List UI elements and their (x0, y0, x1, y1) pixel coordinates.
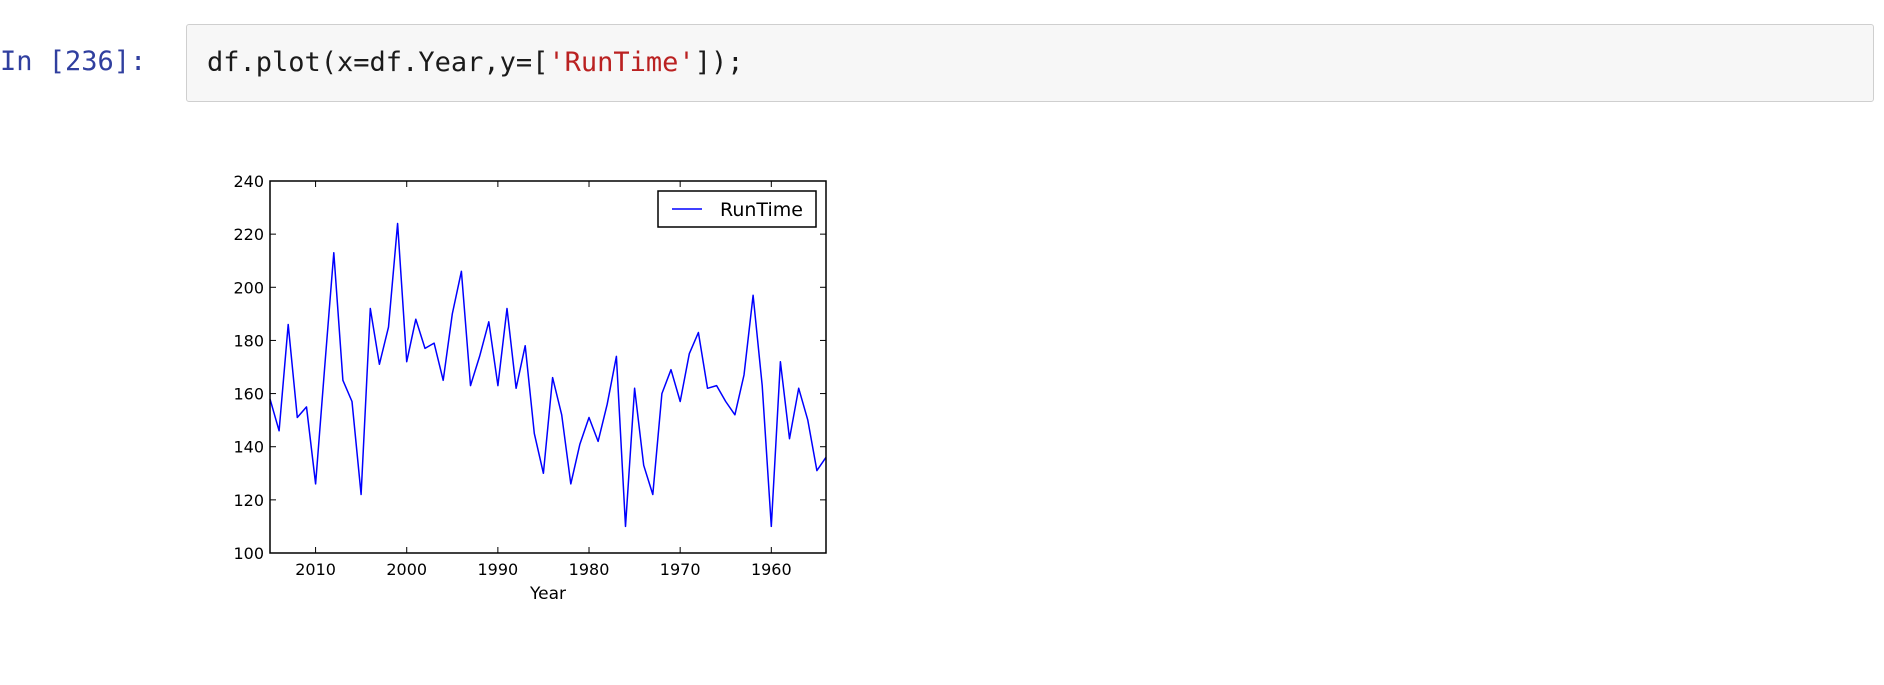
y-tick-label: 100 (233, 544, 264, 563)
code-cell-input[interactable]: df.plot(x=df.Year,y=['RunTime']); (186, 24, 1874, 102)
code-suffix: ]); (694, 47, 744, 78)
x-tick-label: 2000 (386, 560, 427, 579)
code-string-literal: 'RunTime' (548, 47, 695, 78)
y-tick-label: 120 (233, 491, 264, 510)
x-tick-label: 1970 (660, 560, 701, 579)
x-tick-label: 2010 (295, 560, 336, 579)
cell-output: 100 120 140 160 180 200 220 240 2010 2000 1990 1980… (186, 150, 986, 680)
legend-label-runtime: RunTime (720, 199, 803, 221)
x-axis-label: Year (529, 584, 566, 604)
plot-frame (269, 180, 827, 554)
code-prefix: df.plot(x=df.Year,y=[ (207, 47, 549, 78)
x-tick-label: 1980 (569, 560, 610, 579)
code-text: df.plot(x=df.Year,y=['RunTime']); (207, 47, 743, 78)
series-line-runtime (269, 222, 827, 528)
x-tick-label: 1990 (478, 560, 519, 579)
y-tick-label: 180 (233, 331, 264, 350)
runtime-line-chart: 100 120 140 160 180 200 220 240 2010 2000 1990 1980… (233, 172, 827, 604)
y-tick-label: 220 (233, 225, 264, 244)
x-tick-label: 1960 (751, 560, 792, 579)
y-tick-label: 140 (233, 438, 264, 457)
y-tick-label: 200 (233, 278, 264, 297)
y-tick-label: 160 (233, 385, 264, 404)
y-tick-label: 240 (233, 172, 264, 191)
cell-prompt: In [236]: (0, 46, 147, 77)
